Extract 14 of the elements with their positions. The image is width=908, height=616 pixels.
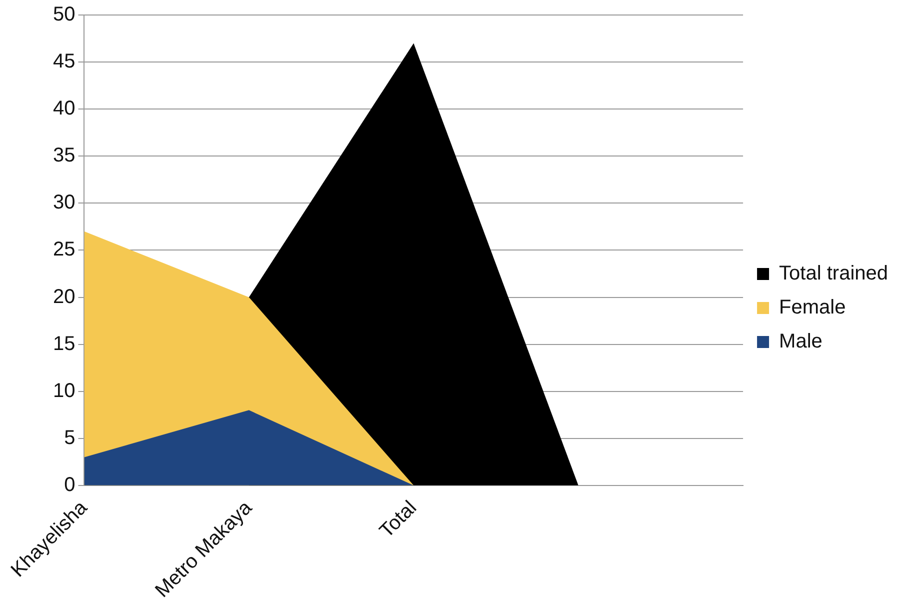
legend-label: Total trained: [779, 262, 888, 285]
legend-label: Male: [779, 330, 822, 353]
legend-label: Female: [779, 296, 846, 319]
y-tick-label: 45: [52, 50, 76, 73]
y-tick-label: 0: [64, 474, 76, 496]
y-tick-label: 15: [52, 332, 76, 355]
y-tick-label: 20: [52, 286, 76, 308]
y-tick-label: 35: [52, 144, 76, 167]
y-tick-label: 5: [64, 426, 76, 449]
y-tick-label: 25: [52, 238, 76, 261]
y-tick-label: 10: [52, 380, 76, 402]
y-tick-label: 40: [52, 98, 76, 120]
y-tick-label: 30: [52, 192, 76, 214]
y-tick-label: 50: [52, 4, 76, 26]
